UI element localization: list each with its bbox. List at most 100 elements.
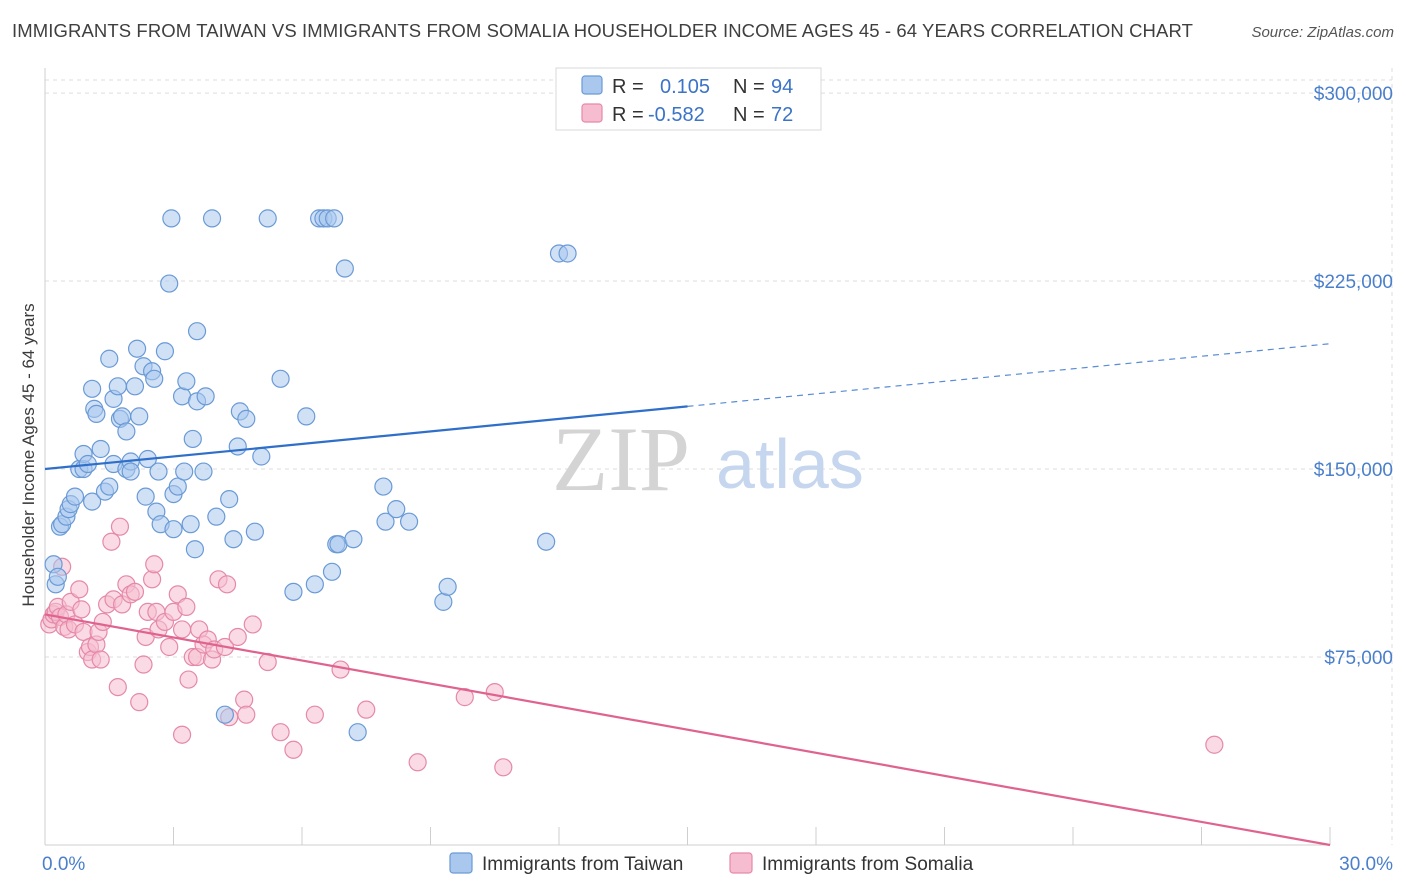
point-somalia-40	[160, 637, 179, 657]
correlation-legend: R = 0.105 N = 94 R = -0.582 N = 72	[555, 67, 822, 131]
point-taiwan-17	[91, 439, 110, 459]
point-somalia-64	[284, 740, 303, 759]
point-somalia-45	[177, 597, 196, 616]
legend-r-label-taiwan: R =	[612, 76, 644, 98]
watermark: ZIP atlas	[552, 408, 864, 510]
point-taiwan-43	[162, 209, 181, 228]
point-taiwan-39	[149, 462, 168, 481]
legend-swatch-somalia	[581, 103, 603, 123]
point-taiwan-90	[558, 244, 577, 263]
trend-line-taiwan-projection	[687, 343, 1331, 407]
point-taiwan-8	[65, 487, 85, 506]
chart-title: IMMIGRANTS FROM TAIWAN VS IMMIGRANTS FRO…	[12, 20, 1193, 41]
trend-lines	[44, 343, 1331, 847]
point-taiwan-51	[183, 429, 202, 449]
point-taiwan-48	[175, 462, 194, 481]
point-somalia-35	[142, 570, 162, 589]
point-somalia-44	[172, 725, 192, 744]
point-taiwan-41	[155, 342, 175, 361]
point-taiwan-82	[374, 477, 393, 496]
y-tick-label-3: $300,000	[1314, 84, 1393, 105]
legend-r-value-somalia: -0.582	[648, 104, 705, 126]
point-taiwan-87	[438, 577, 457, 596]
point-taiwan-13	[83, 492, 102, 511]
point-taiwan-60	[220, 490, 239, 509]
point-somalia-68	[408, 753, 427, 772]
point-somalia-72	[1205, 735, 1224, 754]
trend-line-somalia	[44, 613, 1331, 847]
point-taiwan-85	[399, 512, 419, 531]
point-taiwan-84	[387, 500, 406, 519]
point-taiwan-23	[108, 377, 127, 396]
point-taiwan-27	[117, 422, 136, 441]
legend-r-label-somalia: R =	[612, 104, 644, 126]
point-taiwan-19	[100, 477, 119, 496]
point-taiwan-69	[284, 582, 303, 601]
point-somalia-42	[168, 585, 187, 604]
point-taiwan-70	[297, 407, 316, 426]
point-taiwan-42	[160, 274, 179, 293]
y-tick-labels: $75,000 $150,000 $225,000 $300,000	[1314, 84, 1393, 669]
series-legend: Immigrants from Taiwan Immigrants from S…	[449, 852, 974, 875]
point-somalia-67	[357, 700, 376, 719]
point-somalia-43	[172, 620, 192, 639]
point-somalia-59	[235, 690, 254, 709]
point-taiwan-88	[537, 532, 556, 551]
point-taiwan-29	[121, 462, 140, 481]
point-somalia-46	[179, 670, 198, 689]
point-somalia-60	[237, 705, 256, 724]
point-taiwan-83	[376, 512, 395, 531]
point-taiwan-58	[207, 507, 226, 526]
legend-n-label-taiwan: N =	[733, 76, 765, 98]
point-somalia-31	[130, 693, 149, 712]
point-taiwan-66	[252, 447, 271, 466]
point-somalia-21	[93, 612, 112, 632]
point-somalia-56	[217, 575, 237, 594]
point-taiwan-45	[164, 520, 183, 539]
point-taiwan-64	[237, 409, 256, 429]
bottom-legend-swatch-taiwan	[449, 852, 473, 874]
point-somalia-30	[125, 582, 145, 601]
point-taiwan-16	[87, 404, 106, 423]
point-taiwan-31	[127, 339, 147, 358]
legend-n-label-somalia: N =	[733, 104, 765, 126]
y-tick-label-0: $75,000	[1324, 648, 1393, 669]
x-tick-label-0: 0.0%	[42, 854, 85, 875]
axes	[44, 68, 1331, 846]
point-somalia-70	[485, 683, 504, 702]
point-taiwan-49	[177, 372, 196, 391]
x-tick-label-1: 30.0%	[1339, 854, 1393, 875]
point-taiwan-79	[335, 259, 354, 278]
point-taiwan-20	[100, 349, 119, 368]
bottom-legend-label-somalia: Immigrants from Somalia	[762, 854, 974, 875]
point-somalia-23	[102, 532, 121, 551]
y-axis-label: Householder Income Ages 45 - 64 years	[19, 303, 38, 606]
point-somalia-65	[305, 705, 324, 724]
bottom-legend-swatch-somalia	[729, 852, 753, 874]
point-somalia-12	[70, 580, 89, 599]
point-taiwan-55	[194, 462, 213, 481]
point-taiwan-67	[258, 209, 277, 228]
point-taiwan-32	[130, 407, 149, 426]
point-taiwan-56	[196, 387, 215, 406]
grid-lines	[45, 68, 1393, 845]
source-label: Source: ZipAtlas.com	[1251, 24, 1394, 41]
point-taiwan-86	[434, 592, 453, 611]
point-somalia-13	[72, 600, 91, 619]
point-taiwan-81	[348, 723, 367, 742]
point-taiwan-37	[145, 369, 164, 388]
point-taiwan-75	[322, 562, 342, 581]
point-taiwan-76	[325, 209, 344, 228]
point-taiwan-57	[202, 209, 222, 228]
point-somalia-20	[91, 650, 110, 669]
point-taiwan-62	[228, 437, 247, 456]
point-somalia-63	[271, 723, 290, 742]
legend-n-value-somalia: 72	[771, 104, 793, 126]
point-somalia-26	[110, 517, 130, 536]
series-somalia-points	[40, 517, 1224, 777]
point-taiwan-46	[168, 477, 187, 496]
watermark-atlas: atlas	[716, 425, 864, 503]
point-somalia-61	[243, 615, 262, 634]
legend-r-value-taiwan: 0.105	[660, 76, 710, 98]
point-taiwan-54	[187, 322, 207, 341]
